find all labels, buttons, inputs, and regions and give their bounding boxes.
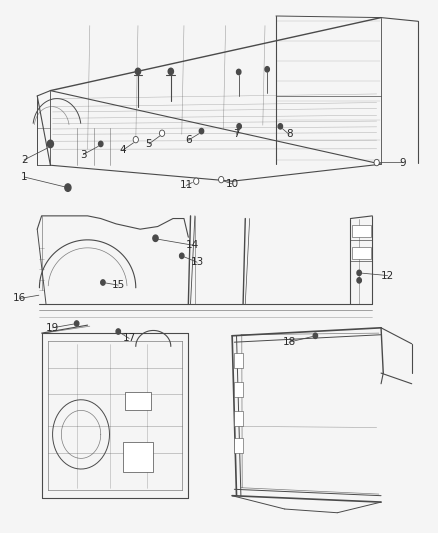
Circle shape	[153, 235, 158, 241]
Text: 17: 17	[123, 334, 136, 343]
Circle shape	[313, 333, 318, 338]
Text: 15: 15	[112, 280, 125, 290]
Text: 8: 8	[286, 130, 293, 139]
Text: 1: 1	[21, 172, 28, 182]
Circle shape	[219, 176, 224, 183]
Circle shape	[278, 124, 283, 129]
Text: 5: 5	[145, 139, 152, 149]
Circle shape	[159, 130, 165, 136]
Bar	[234, 438, 243, 453]
Text: 11: 11	[180, 181, 193, 190]
Circle shape	[374, 159, 379, 166]
Bar	[352, 225, 371, 237]
Circle shape	[135, 68, 141, 75]
Text: 6: 6	[185, 135, 192, 145]
Bar	[234, 353, 243, 368]
Text: 4: 4	[119, 146, 126, 155]
Circle shape	[99, 141, 103, 147]
Circle shape	[357, 278, 361, 283]
Text: 3: 3	[80, 150, 87, 159]
Bar	[234, 411, 243, 426]
Circle shape	[180, 253, 184, 259]
Circle shape	[74, 321, 79, 326]
Circle shape	[237, 124, 241, 129]
Text: 2: 2	[21, 155, 28, 165]
Circle shape	[47, 140, 53, 148]
Circle shape	[357, 270, 361, 276]
Circle shape	[237, 69, 241, 75]
Text: 13: 13	[191, 257, 204, 267]
Text: 18: 18	[283, 337, 296, 347]
Bar	[352, 247, 371, 259]
Circle shape	[168, 68, 173, 75]
Text: 12: 12	[381, 271, 394, 280]
Circle shape	[194, 178, 199, 184]
Circle shape	[65, 184, 71, 191]
Circle shape	[116, 329, 120, 334]
Text: 16: 16	[13, 294, 26, 303]
Circle shape	[133, 136, 138, 143]
Text: 7: 7	[233, 130, 240, 139]
Text: 14: 14	[186, 240, 199, 250]
Circle shape	[101, 280, 105, 285]
Text: 19: 19	[46, 323, 59, 333]
Bar	[123, 442, 153, 472]
Bar	[234, 382, 243, 397]
Text: 9: 9	[399, 158, 406, 167]
Bar	[125, 392, 151, 410]
Text: 10: 10	[226, 179, 239, 189]
Circle shape	[265, 67, 269, 72]
Circle shape	[199, 128, 204, 134]
